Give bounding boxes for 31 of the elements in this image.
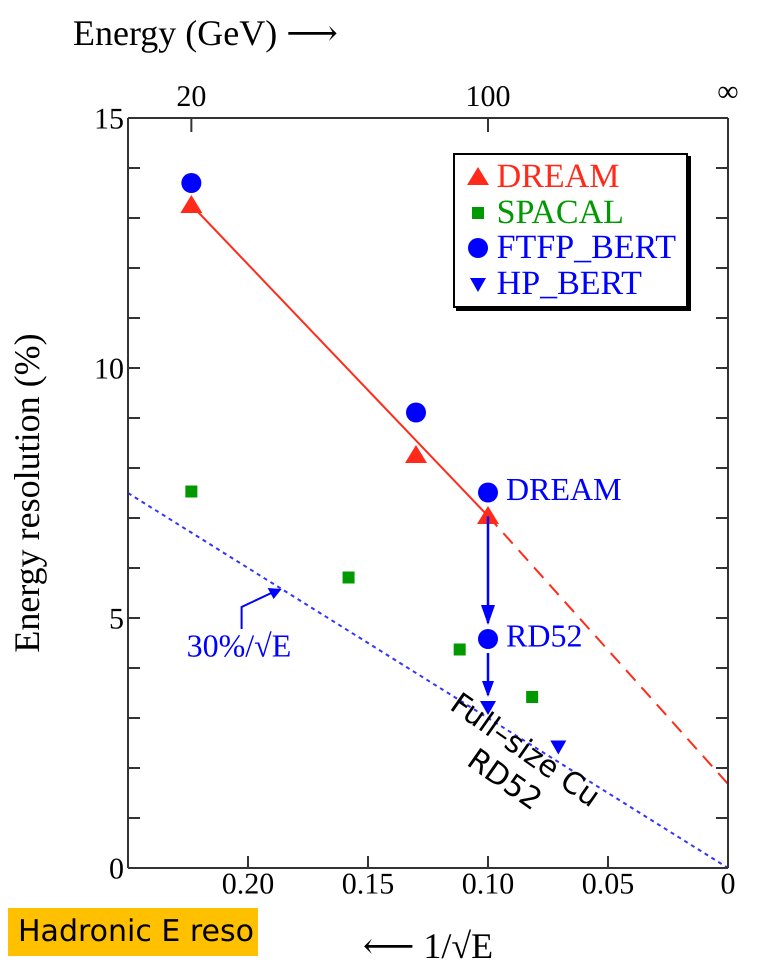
point: [181, 173, 202, 193]
x-tick-label: 0.20: [222, 867, 274, 900]
point: [185, 486, 198, 498]
x-axis-title: ⟵ 1/√E: [362, 926, 494, 966]
point: [342, 572, 355, 584]
x-tick-label: 0: [720, 867, 736, 900]
point: [405, 445, 427, 463]
y-tick-label: 15: [94, 102, 124, 136]
point: [454, 644, 466, 656]
x-tick-label: 0.05: [582, 867, 634, 900]
point: [478, 482, 498, 502]
annotation: DREAM: [506, 470, 622, 507]
x2-axis-title: Energy (GeV) ⟶: [73, 12, 338, 54]
x-tick-label: 0.10: [462, 867, 514, 900]
legend-label: HP_BERT: [496, 265, 642, 302]
x-tick-label: 0.15: [342, 867, 394, 900]
annotation: RD52: [506, 617, 582, 654]
legend-label: DREAM: [496, 158, 620, 195]
annotation: 100: [466, 80, 510, 113]
annotation: 20: [176, 80, 206, 113]
y-axis-title: Energy resolution (%): [6, 333, 47, 653]
legend-label: FTFP_BERT: [496, 229, 676, 266]
annotation: 30%/√E: [186, 627, 292, 664]
text: Hadronic E reso: [8, 908, 258, 956]
y-tick-label: 5: [109, 602, 124, 636]
point: [180, 195, 202, 213]
text: ∞: [716, 74, 740, 110]
point: [478, 629, 498, 649]
y-tick-label: 10: [94, 352, 124, 386]
legend-label: SPACAL: [496, 194, 624, 231]
point: [406, 402, 426, 422]
